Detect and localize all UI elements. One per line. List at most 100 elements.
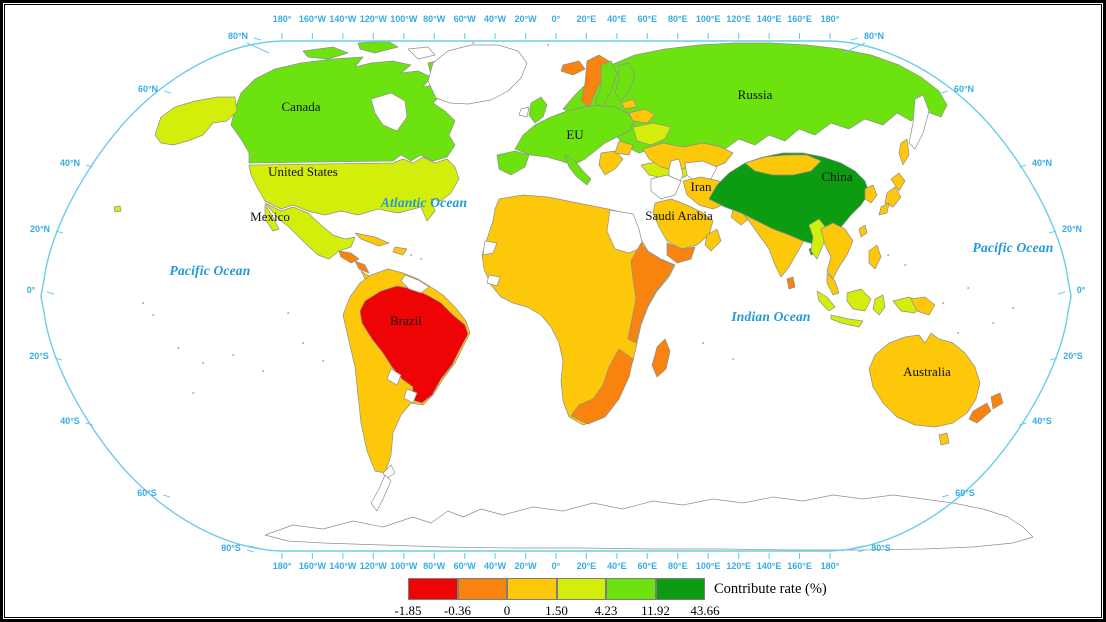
latitude-label-right: 0° xyxy=(1076,285,1086,295)
longitude-label-top: 180° xyxy=(272,14,292,24)
country-label-brazil: Brazil xyxy=(390,313,422,328)
region-taiwan xyxy=(858,224,868,238)
region-italy xyxy=(564,154,592,186)
latitude-label-right: 20°N xyxy=(1061,224,1083,234)
region-sulawesi xyxy=(872,294,886,316)
region-antarctica xyxy=(264,494,1034,551)
region-southeast-africa xyxy=(570,348,634,425)
longitude-label-bottom: 140°E xyxy=(756,561,782,571)
region-eu-mainland xyxy=(514,104,636,166)
country-mexico xyxy=(264,202,356,260)
country-label-eu: EU xyxy=(566,127,584,142)
country-united-states xyxy=(248,156,460,222)
longitude-label-bottom: 120°E xyxy=(726,561,751,571)
latitude-label-right: 60°N xyxy=(953,84,975,94)
longitude-label-bottom: 40°W xyxy=(484,561,507,571)
map-border xyxy=(40,40,1072,552)
region-borneo xyxy=(846,288,872,312)
legend-swatch-gold xyxy=(507,578,557,600)
longitude-label-top: 40°W xyxy=(484,14,507,24)
longitude-label-bottom: 140°W xyxy=(329,561,357,571)
hudson-bay xyxy=(370,92,408,132)
longitude-label-bottom: 20°E xyxy=(576,561,597,571)
longitude-label-bottom: 100°E xyxy=(695,561,721,571)
country-label-saudi-arabia: Saudi Arabia xyxy=(645,208,713,223)
country-label-china: China xyxy=(821,169,853,184)
longitude-label-bottom: 80°W xyxy=(423,561,446,571)
longitude-label-bottom: 40°E xyxy=(607,561,627,571)
region-madagascar xyxy=(651,338,671,378)
arctic-island xyxy=(407,46,436,60)
longitude-label-top: 80°E xyxy=(667,14,688,24)
ocean-label-pacific-ocean: Pacific Ocean xyxy=(972,240,1054,255)
longitude-label-top: 120°E xyxy=(726,14,751,24)
region-egypt xyxy=(606,209,644,254)
latitude-label-right: 80°S xyxy=(871,543,891,553)
region-guyanas xyxy=(400,274,430,294)
longitude-label-top: 120°W xyxy=(359,14,387,24)
region-guinea xyxy=(486,274,501,287)
map-labels-layer: 180° 180° 160°W 160°W 140°W 140°W 120°W 120°W 10… xyxy=(3,3,1103,619)
corner-leader-lines xyxy=(246,42,866,552)
region-alaska xyxy=(154,96,238,146)
latitude-label-left: 20°N xyxy=(29,224,51,234)
longitude-label-bottom: 160°W xyxy=(298,561,326,571)
latitude-label-left: 80°S xyxy=(221,543,241,553)
longitude-label-top: 160°E xyxy=(787,14,812,24)
latitude-label-left: 60°S xyxy=(137,488,157,498)
country-australia xyxy=(868,332,981,428)
latitude-label-right: 20°S xyxy=(1063,351,1083,361)
country-saudi-arabia xyxy=(652,198,714,250)
longitude-label-top: 60°W xyxy=(453,14,476,24)
longitude-label-bottom: 0° xyxy=(551,561,561,571)
region-sri-lanka xyxy=(786,276,796,290)
region-cuba xyxy=(354,232,390,247)
baja-california xyxy=(264,204,280,232)
region-iberia xyxy=(496,150,530,176)
region-baltics xyxy=(620,98,638,110)
legend-break-value: 43.66 xyxy=(690,603,720,618)
legend-break-value: 4.23 xyxy=(594,603,618,618)
country-label-iran: Iran xyxy=(690,179,712,194)
latitude-label-left: 0° xyxy=(26,285,36,295)
longitude-label-top: 160°W xyxy=(298,14,326,24)
legend-colorbar xyxy=(408,578,705,600)
longitude-label-top: 100°W xyxy=(390,14,418,24)
region-uruguay xyxy=(403,388,418,404)
region-hawaii xyxy=(113,205,122,213)
legend-swatch-dark_green xyxy=(655,578,705,600)
region-syria-iraq xyxy=(650,174,682,200)
latitude-label-left: 40°S xyxy=(60,416,80,426)
ocean-label-indian-ocean: Indian Ocean xyxy=(731,309,811,324)
region-ukraine xyxy=(632,122,672,146)
longitude-label-bottom: 60°E xyxy=(637,561,658,571)
latitude-label-right: 80°N xyxy=(863,31,885,41)
latitude-label-left: 40°N xyxy=(59,158,81,168)
legend-break-value: -1.85 xyxy=(394,603,422,618)
region-korea xyxy=(864,184,878,204)
arctic-island xyxy=(302,46,349,60)
legend-swatch-yellow_green xyxy=(556,578,606,600)
longitude-label-top: 40°E xyxy=(607,14,627,24)
legend-swatch-red xyxy=(408,578,458,600)
region-romania xyxy=(614,140,634,156)
legend-swatch-light_green xyxy=(606,578,656,600)
region-balkans xyxy=(598,150,624,176)
latitude-label-right: 60°S xyxy=(955,488,975,498)
region-paraguay xyxy=(386,368,402,386)
region-papua-new-guinea xyxy=(910,296,936,316)
legend: -1.85 -0.36 0 1.50 4.23 11.92 43.66 Contribute… xyxy=(394,578,827,618)
country-label-canada: Canada xyxy=(281,99,321,114)
longitude-label-top: 60°E xyxy=(637,14,658,24)
legend-break-value: 11.92 xyxy=(641,603,670,618)
region-japan xyxy=(890,172,906,192)
region-mongolia xyxy=(744,154,822,176)
region-belarus xyxy=(628,108,656,124)
region-finland xyxy=(614,62,636,102)
longitude-label-top: 140°E xyxy=(756,14,782,24)
longitude-label-bottom: 180° xyxy=(820,561,840,571)
region-ireland xyxy=(518,106,530,118)
region-iceland xyxy=(560,60,586,76)
region-philippines xyxy=(868,244,882,270)
